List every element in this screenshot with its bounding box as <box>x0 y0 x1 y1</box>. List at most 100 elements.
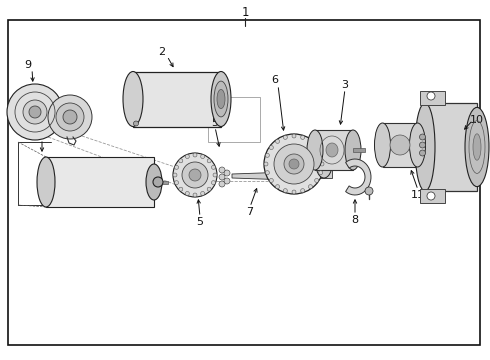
Ellipse shape <box>37 157 55 207</box>
Ellipse shape <box>219 174 225 180</box>
Ellipse shape <box>301 135 305 139</box>
Text: 1: 1 <box>241 5 249 18</box>
Ellipse shape <box>307 130 323 170</box>
Bar <box>316 150 332 178</box>
Ellipse shape <box>193 193 197 197</box>
Text: 2: 2 <box>158 47 166 57</box>
Ellipse shape <box>390 135 410 155</box>
Bar <box>208 97 260 142</box>
Ellipse shape <box>309 139 313 143</box>
Ellipse shape <box>292 190 296 194</box>
Text: 9: 9 <box>24 60 31 70</box>
Ellipse shape <box>173 173 177 177</box>
Ellipse shape <box>214 81 228 117</box>
Ellipse shape <box>179 187 183 191</box>
Ellipse shape <box>283 135 287 139</box>
Ellipse shape <box>63 110 77 124</box>
Ellipse shape <box>219 181 225 187</box>
Ellipse shape <box>301 189 305 193</box>
Text: 6: 6 <box>271 75 278 85</box>
Ellipse shape <box>213 173 217 177</box>
Bar <box>353 148 365 152</box>
Ellipse shape <box>345 130 361 170</box>
Polygon shape <box>232 172 290 180</box>
Ellipse shape <box>173 153 217 197</box>
Bar <box>133 72 221 126</box>
Polygon shape <box>345 159 371 195</box>
Ellipse shape <box>419 150 425 156</box>
Ellipse shape <box>217 89 225 109</box>
Ellipse shape <box>185 154 189 158</box>
Text: 3: 3 <box>342 80 348 90</box>
Ellipse shape <box>320 162 324 166</box>
Ellipse shape <box>23 100 47 124</box>
Ellipse shape <box>212 165 216 169</box>
Ellipse shape <box>174 181 178 185</box>
Bar <box>425 103 477 191</box>
Ellipse shape <box>185 192 189 195</box>
Text: 7: 7 <box>246 207 253 217</box>
Ellipse shape <box>7 84 63 140</box>
Bar <box>158 180 168 184</box>
Ellipse shape <box>153 177 163 187</box>
Ellipse shape <box>207 187 211 191</box>
Ellipse shape <box>123 72 143 126</box>
Ellipse shape <box>465 107 489 186</box>
Ellipse shape <box>224 178 230 184</box>
Ellipse shape <box>56 103 84 131</box>
Ellipse shape <box>326 143 338 157</box>
Ellipse shape <box>133 121 139 126</box>
Ellipse shape <box>315 145 318 149</box>
Text: 11: 11 <box>411 190 425 200</box>
Ellipse shape <box>266 153 270 157</box>
Ellipse shape <box>264 134 324 194</box>
Ellipse shape <box>292 134 296 138</box>
Ellipse shape <box>266 171 270 175</box>
Ellipse shape <box>309 185 313 189</box>
Text: 8: 8 <box>351 215 359 225</box>
Ellipse shape <box>207 159 211 163</box>
Ellipse shape <box>315 179 318 183</box>
Ellipse shape <box>29 106 41 118</box>
Ellipse shape <box>284 154 304 174</box>
Ellipse shape <box>289 159 299 169</box>
Text: 5: 5 <box>212 118 219 128</box>
Ellipse shape <box>427 92 435 100</box>
Ellipse shape <box>200 192 205 195</box>
Ellipse shape <box>275 139 279 143</box>
Bar <box>46 157 154 207</box>
Ellipse shape <box>318 153 322 157</box>
Ellipse shape <box>283 189 287 193</box>
Ellipse shape <box>219 167 225 173</box>
Ellipse shape <box>189 169 201 181</box>
Ellipse shape <box>270 179 273 183</box>
Ellipse shape <box>174 165 178 169</box>
Bar <box>420 189 445 203</box>
Ellipse shape <box>374 123 391 167</box>
Text: 5: 5 <box>196 217 203 227</box>
Ellipse shape <box>419 142 425 148</box>
Ellipse shape <box>212 181 216 185</box>
Ellipse shape <box>224 170 230 176</box>
Ellipse shape <box>415 103 435 191</box>
Ellipse shape <box>182 162 208 188</box>
Ellipse shape <box>410 123 425 167</box>
Ellipse shape <box>365 187 373 195</box>
Ellipse shape <box>270 145 273 149</box>
Ellipse shape <box>193 153 197 157</box>
Ellipse shape <box>275 185 279 189</box>
Ellipse shape <box>473 134 481 160</box>
Ellipse shape <box>316 150 332 178</box>
Bar <box>315 130 353 170</box>
Ellipse shape <box>211 72 231 126</box>
Ellipse shape <box>179 159 183 163</box>
Ellipse shape <box>318 171 322 175</box>
Ellipse shape <box>274 144 314 184</box>
Ellipse shape <box>419 134 425 140</box>
Bar <box>383 123 417 167</box>
Ellipse shape <box>48 95 92 139</box>
Bar <box>420 91 445 105</box>
Ellipse shape <box>146 164 162 200</box>
Ellipse shape <box>200 154 205 158</box>
Ellipse shape <box>264 162 268 166</box>
